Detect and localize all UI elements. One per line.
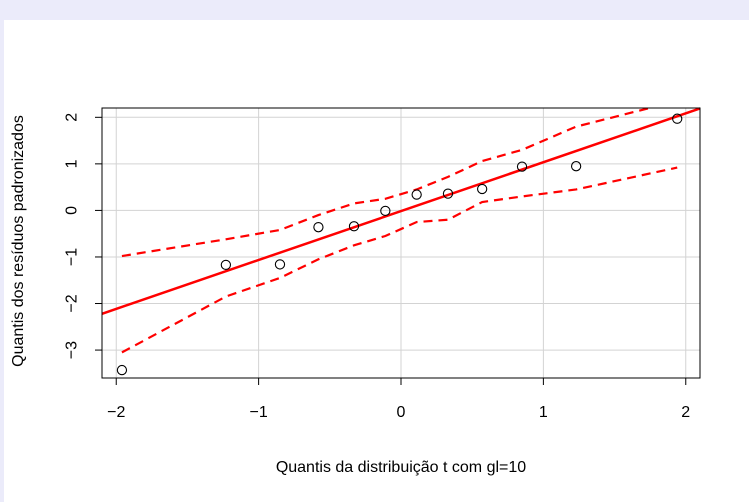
envelope-lower-line [121, 166, 678, 354]
x-tick-label: 1 [539, 404, 548, 421]
envelope-upper-line [121, 108, 655, 258]
data-points [116, 113, 683, 376]
reference-line [101, 107, 701, 315]
y-axis-label: Quantis dos resíduos padronizados [10, 115, 27, 367]
data-point [411, 189, 422, 200]
x-tick-label: −2 [107, 404, 125, 421]
x-tick-label: 0 [397, 404, 406, 421]
x-tick-label: −1 [249, 404, 267, 421]
data-point [220, 259, 232, 271]
data-point [348, 221, 360, 232]
data-point [516, 161, 528, 172]
data-point [477, 183, 488, 195]
data-point [570, 161, 582, 172]
grid [102, 108, 700, 378]
data-point [274, 259, 286, 270]
data-point [442, 188, 454, 199]
window-top-border [0, 0, 749, 20]
y-tick-label: −2 [64, 294, 81, 312]
data-point [116, 364, 128, 376]
data-point [380, 205, 391, 217]
x-axis-label: Quantis da distribuição t com gl=10 [276, 459, 526, 476]
x-tick-label: 2 [681, 404, 690, 421]
y-tick-label: −3 [64, 341, 81, 359]
confidence-envelope [121, 108, 678, 354]
window-left-border [0, 20, 4, 502]
data-point [672, 113, 683, 124]
y-axis: −3 −2 −1 0 1 2 [64, 113, 103, 359]
data-point [313, 222, 324, 233]
x-axis: −2 −1 0 1 2 [107, 377, 690, 421]
y-tick-label: 2 [64, 113, 81, 122]
y-tick-label: 1 [64, 159, 81, 168]
y-tick-label: 0 [64, 206, 81, 215]
y-tick-label: −1 [64, 248, 81, 266]
qq-reference-line [101, 107, 701, 315]
plot-canvas [4, 20, 749, 502]
